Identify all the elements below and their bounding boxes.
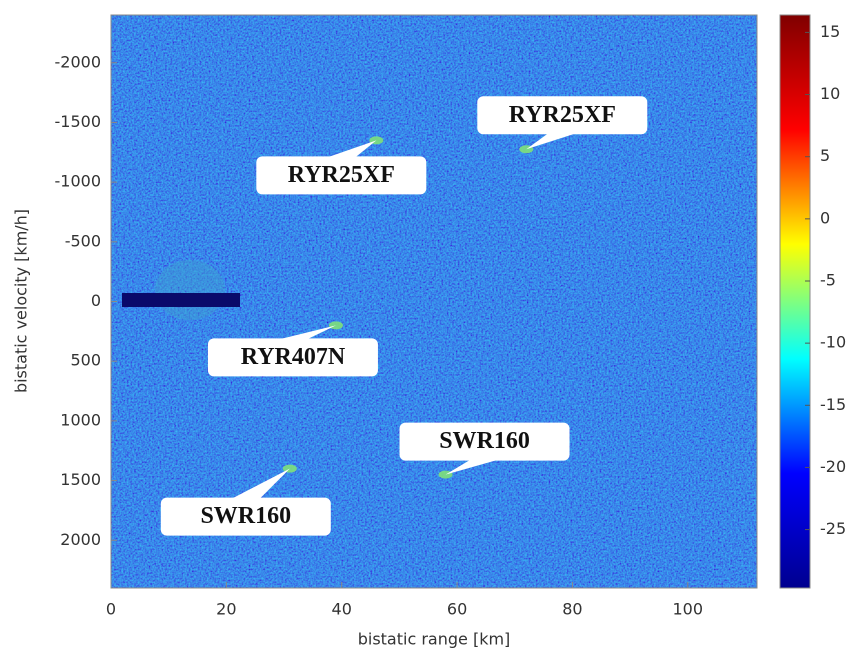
colorbar-tick-label: -5 bbox=[820, 270, 836, 289]
y-tick-label: -1500 bbox=[55, 112, 102, 131]
colorbar bbox=[779, 14, 811, 589]
callout-label: RYR25XF bbox=[509, 102, 616, 128]
colorbar-tick-label: 0 bbox=[820, 208, 830, 227]
y-tick-label: 2000 bbox=[60, 530, 101, 549]
x-tick-label: 40 bbox=[332, 600, 352, 619]
colorbar-tick-label: -25 bbox=[820, 519, 846, 538]
callout-box bbox=[399, 422, 570, 461]
x-axis-label: bistatic range [km] bbox=[358, 630, 511, 649]
y-tick-label: 1500 bbox=[60, 470, 101, 489]
y-tick-label: 500 bbox=[70, 351, 101, 370]
callout-label: RYR407N bbox=[241, 344, 346, 370]
x-tick-label: 0 bbox=[106, 600, 116, 619]
callout-box bbox=[160, 497, 331, 536]
x-tick-label: 80 bbox=[562, 600, 582, 619]
y-tick-label: -1000 bbox=[55, 172, 102, 191]
callout-box bbox=[477, 96, 648, 135]
colorbar-tick-label: -15 bbox=[820, 395, 846, 414]
callout-label: SWR160 bbox=[439, 428, 530, 454]
callout-pointer bbox=[445, 459, 499, 475]
x-tick-label: 100 bbox=[673, 600, 704, 619]
callout-pointer bbox=[278, 325, 336, 340]
callout-pointer bbox=[526, 133, 577, 150]
y-tick-label: -2000 bbox=[55, 52, 102, 71]
colorbar-tick-label: 10 bbox=[820, 84, 840, 103]
y-axis-label: bistatic velocity [km/h] bbox=[12, 209, 31, 393]
colorbar-tick-label: 15 bbox=[820, 22, 840, 41]
x-tick-label: 20 bbox=[216, 600, 236, 619]
callout-box bbox=[256, 156, 427, 195]
x-tick-label: 60 bbox=[447, 600, 467, 619]
clutter-glow bbox=[155, 260, 225, 320]
y-tick-label: -500 bbox=[65, 231, 101, 250]
colorbar-tick-label: -10 bbox=[820, 333, 846, 352]
callout-label: SWR160 bbox=[200, 503, 291, 529]
callout-pointer bbox=[327, 140, 377, 158]
callout-label: RYR25XF bbox=[288, 162, 395, 188]
callout-box bbox=[207, 338, 378, 377]
clutter-notch bbox=[122, 293, 240, 307]
callout-pointer bbox=[231, 468, 290, 499]
y-tick-label: 1000 bbox=[60, 410, 101, 429]
colorbar-tick-label: 5 bbox=[820, 146, 830, 165]
y-tick-label: 0 bbox=[91, 291, 101, 310]
colorbar-tick-label: -20 bbox=[820, 457, 846, 476]
